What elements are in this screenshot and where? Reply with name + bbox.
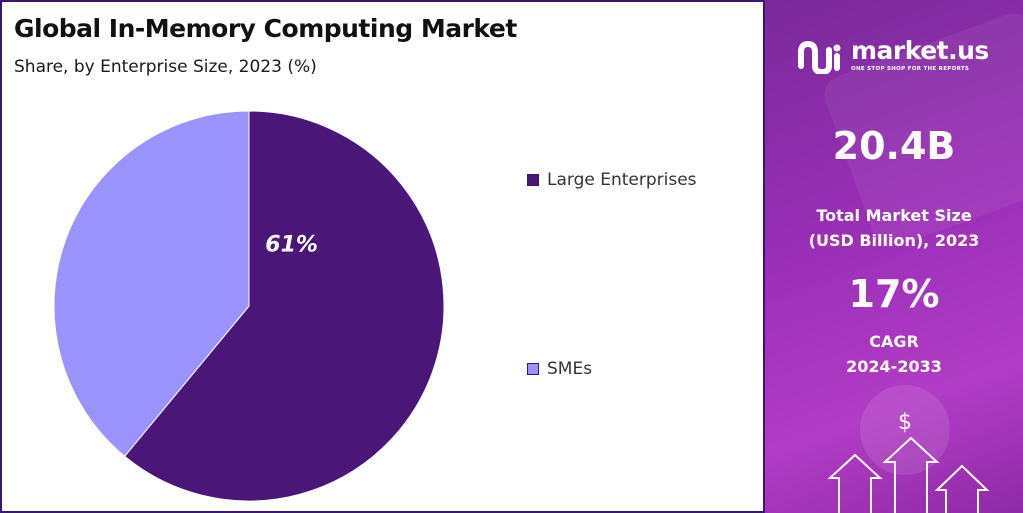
up-arrow-icon xyxy=(934,464,990,513)
stats-panel: market.us ONE STOP SHOP FOR THE REPORTS … xyxy=(765,0,1023,513)
legend-item-smes: SMEs xyxy=(527,359,592,379)
pie-chart: 61% xyxy=(53,110,445,502)
growth-arrows xyxy=(827,436,990,513)
cagr-label-line1: CAGR xyxy=(869,332,919,351)
chart-title: Global In-Memory Computing Market xyxy=(14,14,517,43)
data-label-large-enterprises: 61% xyxy=(265,232,318,257)
market-size-value: 20.4B xyxy=(832,124,956,168)
legend-label: Large Enterprises xyxy=(547,170,697,190)
legend-swatch xyxy=(527,363,539,375)
chart-subtitle: Share, by Enterprise Size, 2023 (%) xyxy=(14,57,317,77)
brand: market.us ONE STOP SHOP FOR THE REPORTS xyxy=(765,36,1023,80)
pie-slice-smes xyxy=(53,110,250,457)
market-us-logo-icon xyxy=(798,40,841,74)
cagr-label-line2: 2024-2033 xyxy=(846,357,942,376)
pie-slice-large-enterprises xyxy=(123,110,445,502)
legend-label: SMEs xyxy=(547,359,593,379)
legend-swatch xyxy=(527,174,539,186)
cagr-value: 17% xyxy=(848,272,940,316)
market-size-label-line2: (USD Billion), 2023 xyxy=(808,231,980,250)
up-arrow-icon xyxy=(827,453,883,513)
dollar-icon: $ xyxy=(898,410,912,435)
brand-name: market.us xyxy=(851,36,989,65)
market-size-label-line1: Total Market Size xyxy=(816,206,972,225)
chart-panel: Global In-Memory Computing Market Share,… xyxy=(0,0,765,513)
legend-item-large-enterprises: Large Enterprises xyxy=(527,170,697,190)
brand-tagline: ONE STOP SHOP FOR THE REPORTS xyxy=(851,66,970,72)
up-arrow-icon xyxy=(882,436,940,513)
